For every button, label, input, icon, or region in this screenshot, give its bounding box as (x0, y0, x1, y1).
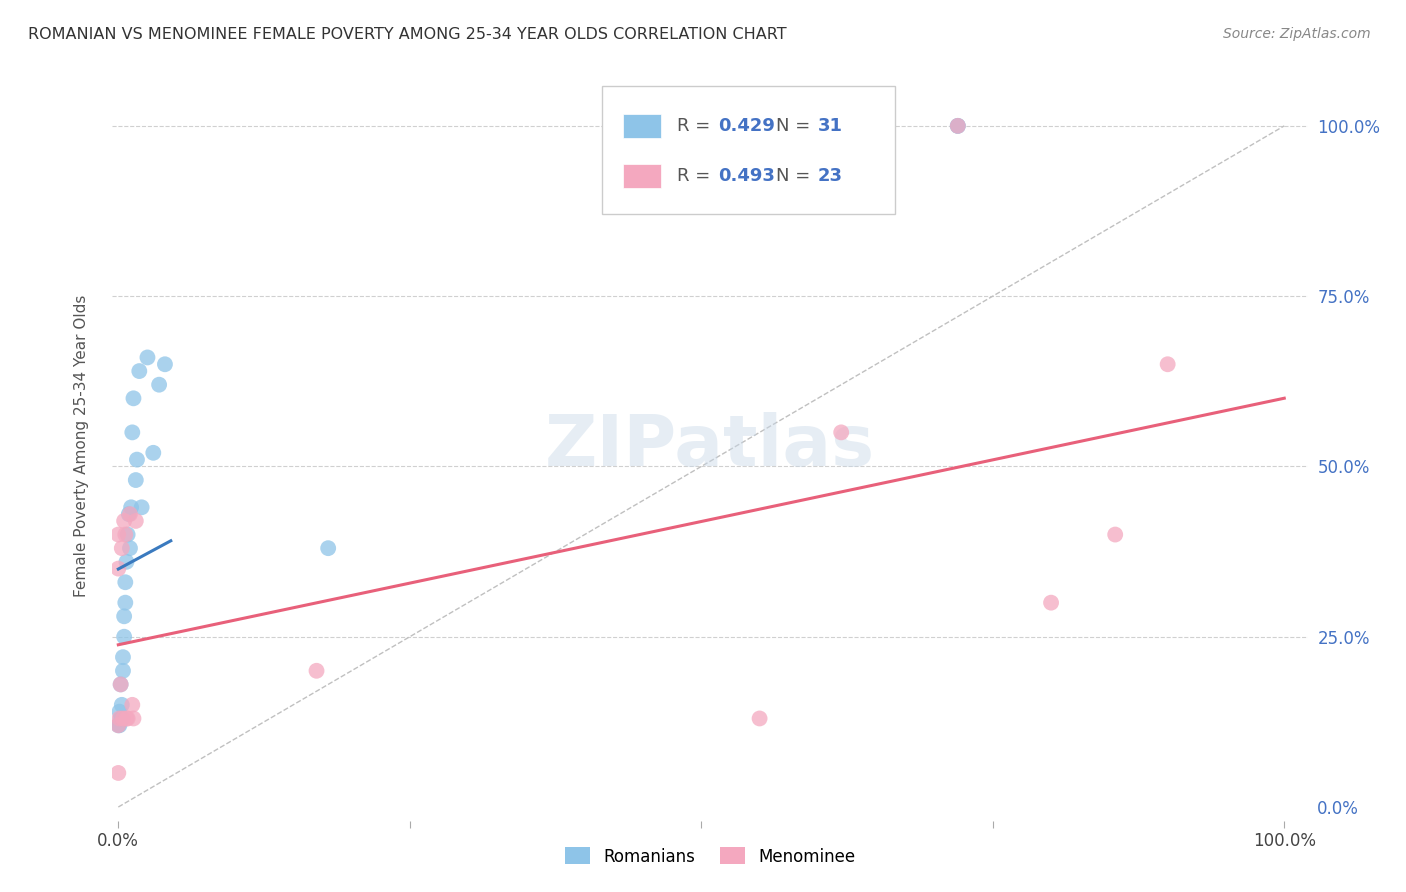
Point (125, 473, 148, 487)
Point (1104, 527, 1126, 541)
Point (946, 119, 969, 133)
Point (125, 452, 148, 467)
Point (122, 392, 145, 406)
Point (111, 541, 134, 556)
Point (110, 677, 132, 691)
Point (122, 711, 145, 725)
Point (111, 664, 134, 678)
Point (112, 630, 135, 644)
Text: N =: N = (776, 168, 815, 186)
Text: 0.429: 0.429 (718, 117, 775, 135)
Point (128, 364, 150, 378)
Point (112, 609, 135, 624)
Point (120, 500, 142, 515)
Point (115, 555, 138, 569)
Point (946, 119, 969, 133)
Point (111, 711, 134, 725)
Point (111, 650, 134, 665)
Text: ROMANIAN VS MENOMINEE FEMALE POVERTY AMONG 25-34 YEAR OLDS CORRELATION CHART: ROMANIAN VS MENOMINEE FEMALE POVERTY AMO… (28, 27, 787, 42)
Text: R =: R = (676, 117, 716, 135)
FancyBboxPatch shape (623, 114, 661, 138)
Point (748, 711, 770, 725)
Point (142, 446, 165, 460)
Point (107, 561, 129, 575)
Text: ZIPatlas: ZIPatlas (546, 411, 875, 481)
Text: 31: 31 (818, 117, 842, 135)
Text: Source: ZipAtlas.com: Source: ZipAtlas.com (1223, 27, 1371, 41)
Point (114, 575, 136, 590)
Point (110, 711, 132, 725)
Point (108, 711, 131, 725)
Text: R =: R = (676, 168, 716, 186)
Point (117, 527, 139, 541)
Point (110, 677, 132, 691)
Point (153, 357, 176, 371)
Point (136, 351, 159, 365)
Point (107, 766, 129, 780)
Text: 0.493: 0.493 (718, 168, 775, 186)
Point (305, 664, 328, 678)
Point (117, 711, 139, 725)
Point (108, 705, 131, 719)
Text: 23: 23 (818, 168, 842, 186)
Point (114, 596, 136, 610)
Point (830, 425, 852, 440)
Point (115, 711, 138, 725)
Point (131, 500, 153, 515)
Y-axis label: Female Poverty Among 25-34 Year Olds: Female Poverty Among 25-34 Year Olds (75, 295, 89, 597)
Point (316, 541, 339, 556)
Text: N =: N = (776, 117, 815, 135)
Point (148, 377, 170, 392)
Point (121, 698, 143, 712)
Point (118, 541, 141, 556)
Point (107, 718, 129, 732)
Point (118, 507, 141, 521)
Point (107, 718, 129, 732)
Point (121, 425, 143, 440)
Point (112, 514, 135, 528)
Legend: Romanians, Menominee: Romanians, Menominee (558, 841, 862, 872)
Point (114, 527, 136, 541)
FancyBboxPatch shape (603, 87, 896, 214)
Point (946, 119, 969, 133)
Point (107, 527, 129, 541)
Point (108, 718, 131, 732)
Point (118, 507, 141, 521)
Point (111, 711, 134, 725)
FancyBboxPatch shape (623, 164, 661, 188)
Point (1156, 357, 1178, 371)
Point (111, 698, 134, 712)
Point (1040, 596, 1063, 610)
Point (125, 514, 148, 528)
